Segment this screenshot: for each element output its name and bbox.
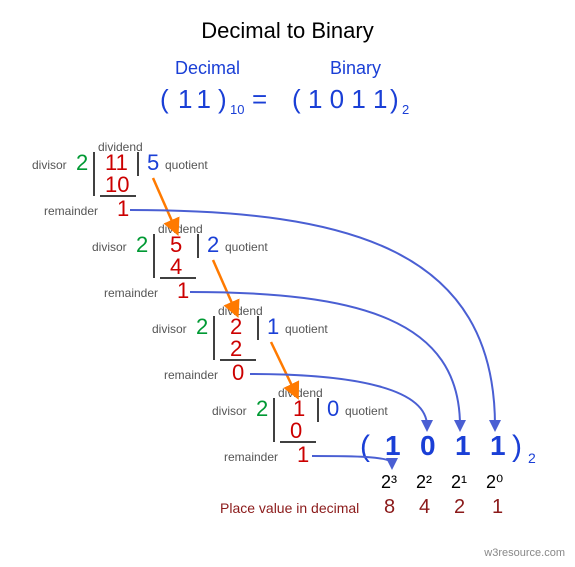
s3-sub: 2 [230,336,242,362]
s3-quotient-label: quotient [285,322,328,336]
s4-quotient-label: quotient [345,404,388,418]
eq-dec-val: 11 [178,84,217,115]
eq-dec-open: ( [160,84,169,115]
s3-remainder-label: remainder [164,368,218,382]
s1-remainder: 1 [117,196,129,222]
s3-remainder: 0 [232,360,244,386]
res-d3: 1 [490,430,506,462]
s1-quotient-label: quotient [165,158,208,172]
s4-sub: 0 [290,418,302,444]
s2-sub: 4 [170,254,182,280]
eq-bin-base: 2 [402,102,409,117]
s1-remainder-label: remainder [44,204,98,218]
res-close: ) [512,430,522,464]
place-label: Place value in decimal [220,500,359,516]
s1-divisor-label: divisor [32,158,67,172]
pv-0: 8 [384,496,395,519]
res-d2: 1 [455,430,471,462]
heading-binary: Binary [330,58,381,79]
pv-3: 1 [492,496,503,519]
s4-quotient: 0 [327,396,339,422]
s2-remainder: 1 [177,278,189,304]
res-d1: 0 [420,430,436,462]
res-base: 2 [528,450,536,466]
eq-equals: = [252,84,267,115]
s1-sub: 10 [105,172,129,198]
res-open: ( [360,430,370,464]
pow-2: 2¹ [451,472,467,493]
pv-2: 2 [454,496,465,519]
s2-divisor-label: divisor [92,240,127,254]
heading-decimal: Decimal [175,58,240,79]
pow-0: 2³ [381,472,397,493]
s4-divisor-label: divisor [212,404,247,418]
eq-bin-close: ) [390,84,399,115]
s2-quotient: 2 [207,232,219,258]
s2-remainder-label: remainder [104,286,158,300]
pow-3: 2⁰ [486,472,503,493]
s1-divisor: 2 [76,150,88,176]
pow-1: 2² [416,472,432,493]
pv-1: 4 [419,496,430,519]
eq-bin-val: 1 0 1 1 [308,84,388,115]
eq-dec-base: 10 [230,102,244,117]
s3-divisor: 2 [196,314,208,340]
res-d0: 1 [385,430,401,462]
s3-divisor-label: divisor [152,322,187,336]
eq-dec-close: ) [218,84,227,115]
eq-bin-open: ( [292,84,301,115]
s4-remainder: 1 [297,442,309,468]
s3-quotient: 1 [267,314,279,340]
diagram-canvas: Decimal to Binary Decimal Binary ( 11 ) … [0,0,575,567]
s2-quotient-label: quotient [225,240,268,254]
title: Decimal to Binary [0,18,575,44]
s1-quotient: 5 [147,150,159,176]
source-label: w3resource.com [484,547,565,559]
s2-divisor: 2 [136,232,148,258]
s4-remainder-label: remainder [224,450,278,464]
s4-divisor: 2 [256,396,268,422]
